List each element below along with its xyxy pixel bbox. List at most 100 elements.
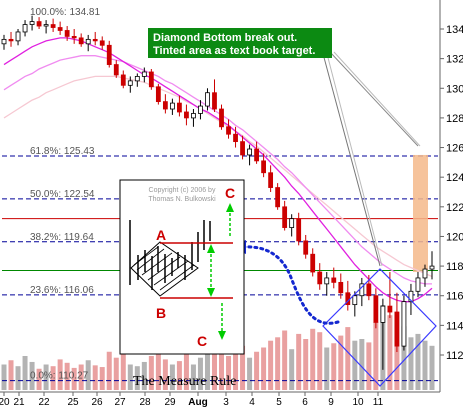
callout-pointer-line	[333, 51, 421, 147]
measure-rule-inset: Copyright (c) 2006 by Thomas N. Bulkowsk…	[119, 179, 245, 355]
arrow-height-head-top	[207, 244, 215, 253]
volume-bar	[148, 356, 154, 390]
inset-label-b: B	[156, 305, 166, 321]
volume-bar	[120, 354, 126, 390]
fib-label: 0.0%: 110.27	[30, 371, 89, 382]
x-tick-label: Aug	[188, 397, 207, 408]
volume-bar	[162, 359, 168, 390]
candle-body	[387, 305, 393, 313]
candle-body	[50, 24, 56, 28]
volume-bar	[240, 345, 246, 390]
volume-bar	[22, 356, 28, 390]
candle-body	[134, 76, 140, 82]
volume-bar	[99, 367, 105, 390]
y-tick-label: 124	[446, 172, 463, 184]
candle-body	[57, 27, 63, 31]
volume-bar	[50, 366, 56, 390]
candle-body	[408, 290, 414, 303]
moving-average-line	[3, 75, 433, 278]
inset-hatch	[141, 252, 173, 276]
inset-hatch	[159, 264, 195, 291]
candle-body	[366, 283, 372, 297]
candle-body	[141, 71, 147, 77]
x-tick-label: 6	[302, 397, 308, 408]
volume-bar	[352, 340, 358, 390]
volume-bar	[338, 335, 344, 390]
candle-body	[191, 113, 196, 119]
candle-body	[36, 21, 42, 27]
volume-bar	[317, 332, 323, 390]
volume-bar	[331, 343, 337, 390]
candle-body	[415, 277, 421, 292]
volume-bar	[134, 366, 140, 390]
y-tick-label: 126	[446, 143, 463, 155]
volume-bar	[197, 357, 203, 390]
y-tick-label: 128	[446, 113, 463, 125]
candle-body	[429, 265, 435, 270]
candle-body	[8, 38, 14, 42]
inset-diamond-outline	[130, 241, 199, 297]
y-tick-label: 114	[446, 320, 463, 332]
volume-bar	[169, 364, 175, 390]
inset-label-c-top: C	[225, 185, 235, 201]
callout-pointer-line	[321, 49, 381, 267]
volume-bar	[219, 350, 225, 390]
volume-bar	[8, 360, 14, 390]
candle-body	[352, 295, 358, 306]
candle-body	[64, 30, 70, 37]
callout-box: Diamond Bottom break out. Tinted area as…	[148, 28, 332, 58]
x-tick-label: 21	[13, 397, 25, 408]
inset-hatch	[136, 248, 165, 271]
volume-bar	[211, 343, 217, 390]
fib-label: 50.0%: 122.54	[30, 189, 95, 200]
candle-body	[78, 37, 84, 45]
volume-bar	[71, 367, 77, 390]
candle-body	[275, 187, 281, 208]
volume-bar	[296, 333, 302, 390]
candle-body	[247, 148, 252, 156]
volume-bar	[183, 354, 189, 390]
candle-body	[92, 38, 98, 42]
volume-bar	[408, 337, 414, 390]
moving-average-line	[3, 55, 432, 285]
arrow-height-head-bottom	[207, 288, 215, 297]
volume-bar	[127, 364, 133, 390]
candle-body	[296, 218, 302, 242]
x-tick-label: 29	[164, 397, 176, 408]
volume-bar	[78, 364, 84, 390]
x-tick-label: 25	[67, 397, 79, 408]
candle-body	[261, 160, 267, 174]
inset-copyright-1: Copyright (c) 2006 by	[149, 187, 216, 194]
candle-body	[169, 102, 175, 110]
candle-body	[373, 295, 379, 323]
candle-body	[380, 305, 386, 323]
volume-bar	[15, 366, 21, 390]
candle-body	[15, 31, 21, 42]
y-tick-label: 134	[446, 24, 463, 36]
dotted-arrow-curve	[242, 245, 340, 325]
candle-body	[240, 141, 245, 156]
candle-body	[282, 206, 288, 228]
x-tick-label: 22	[38, 397, 50, 408]
candle-body	[71, 36, 77, 39]
volume-bar	[106, 351, 112, 390]
candle-body	[198, 105, 203, 114]
volume-bar	[282, 330, 288, 390]
candle-body	[99, 40, 105, 46]
volume-bar	[29, 361, 35, 390]
volume-bar	[387, 315, 393, 390]
inset-hatch	[153, 260, 189, 286]
candle-body	[184, 111, 189, 119]
candle-body	[226, 126, 231, 135]
fib-label: 61.8%: 125.43	[30, 146, 95, 157]
diamond-pattern	[322, 268, 437, 387]
volume-bar	[415, 333, 421, 390]
y-tick-label: 118	[446, 261, 463, 273]
moving-averages	[3, 37, 433, 303]
volume-bar	[261, 347, 267, 390]
candle-body	[29, 21, 35, 25]
x-tick-label: 4	[249, 397, 255, 408]
volume-bar	[429, 345, 435, 390]
volume-bar	[92, 365, 98, 390]
